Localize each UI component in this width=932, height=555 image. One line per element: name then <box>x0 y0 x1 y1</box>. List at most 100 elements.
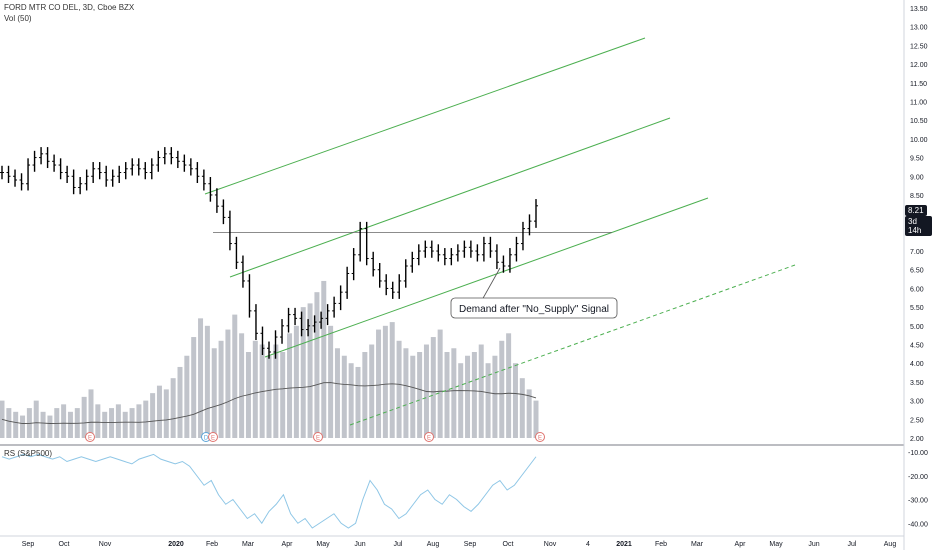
earnings-marker-letter: E <box>88 436 92 442</box>
volume-bar <box>512 363 518 438</box>
volume-bar <box>13 411 19 438</box>
volume-label[interactable]: Vol (50) <box>4 14 32 23</box>
volume-bar <box>403 348 409 438</box>
volume-bar <box>348 363 354 438</box>
price-tick-label: 3.50 <box>910 380 924 387</box>
volume-bar <box>20 415 26 438</box>
volume-ma-path <box>1 382 537 424</box>
volume-bar <box>328 325 334 438</box>
volume-bar <box>307 303 313 438</box>
volume-bar <box>430 337 436 438</box>
price-tick-label: 10.50 <box>910 118 928 125</box>
time-tick-label: 2021 <box>616 541 632 548</box>
volume-bar <box>444 352 450 438</box>
volume-bar <box>218 340 224 438</box>
rs-tick-label: -30.00 <box>908 498 928 505</box>
volume-bar <box>355 366 361 438</box>
volume-bar <box>437 329 443 438</box>
rs-tick-label: -10.00 <box>908 450 928 457</box>
rs-tick-label: -20.00 <box>908 474 928 481</box>
time-tick-label: Oct <box>503 541 514 548</box>
channel-line[interactable] <box>204 37 646 195</box>
volume-bar <box>485 363 491 438</box>
volume-bar <box>287 333 293 438</box>
rs-path <box>1 453 537 529</box>
price-tick-label: 13.50 <box>910 6 928 13</box>
time-tick-label: 4 <box>586 541 590 548</box>
volume-bar <box>40 411 46 438</box>
price-bars <box>0 147 538 359</box>
volume-bar <box>280 352 286 438</box>
price-tick-label: 11.00 <box>910 99 927 106</box>
volume-bar <box>458 363 464 438</box>
time-tick-label: Jun <box>354 541 365 548</box>
price-tick-label: 13.00 <box>910 25 928 32</box>
annotation-box[interactable] <box>450 297 618 319</box>
price-axis[interactable]: 13.50 13.00 12.50 12.00 11.50 11.00 10.50 10.00… <box>910 6 928 443</box>
volume-ma-line <box>1 382 537 424</box>
volume-bar <box>136 404 142 438</box>
price-tick-label: 2.50 <box>910 417 924 424</box>
volume-bar <box>61 404 67 438</box>
volume-bar <box>526 389 532 438</box>
symbol-title[interactable]: FORD MTR CO DEL, 3D, Cboe BZX <box>4 3 135 12</box>
volume-bar <box>362 352 368 438</box>
volume-bar <box>396 340 402 438</box>
earnings-marker-letter: E <box>211 436 215 442</box>
volume-bar <box>177 366 183 438</box>
time-tick-label: Mar <box>691 541 704 548</box>
volume-bar <box>102 411 108 438</box>
price-tick-label: 9.00 <box>910 174 924 181</box>
earnings-marker[interactable] <box>208 432 218 442</box>
rs-tick-label: -40.00 <box>908 521 928 528</box>
volume-bar <box>184 355 190 438</box>
earnings-marker[interactable] <box>313 432 323 442</box>
price-tick-label: 12.00 <box>910 62 928 69</box>
volume-bar <box>33 400 39 438</box>
volume-bar <box>533 400 539 438</box>
volume-bar <box>341 355 347 438</box>
indicator-label[interactable]: RS (S&P500) <box>4 449 53 458</box>
earnings-marker-letter: E <box>427 436 431 442</box>
price-tick-label: 9.50 <box>910 156 924 163</box>
earnings-marker-letter: E <box>316 436 320 442</box>
price-tick-label: 12.50 <box>910 43 928 50</box>
volume-bar <box>519 378 525 438</box>
volume-bar <box>67 411 73 438</box>
last-price-tag: 8.21 <box>905 205 927 216</box>
time-tick-label: Jul <box>394 541 403 548</box>
volume-bar <box>410 355 416 438</box>
time-axis[interactable]: Sep Oct Nov 2020 Feb Mar Apr May Jun Jul Aug Sep Oct… <box>22 541 897 548</box>
volume-bar <box>266 355 272 438</box>
time-tick-label: Apr <box>282 541 294 548</box>
channel-line[interactable] <box>229 117 671 278</box>
time-tick-label: 2020 <box>168 541 184 548</box>
time-tick-label: May <box>316 541 330 548</box>
volume-bar <box>499 340 505 438</box>
time-tick-label: Jun <box>808 541 819 548</box>
volume-bar <box>47 415 53 438</box>
earnings-marker[interactable] <box>535 432 545 442</box>
channel-line[interactable] <box>264 197 709 358</box>
volume-bar <box>300 307 306 438</box>
annotation-pointer <box>481 267 501 301</box>
channel-line[interactable] <box>349 264 796 426</box>
volume-bar <box>6 408 12 438</box>
volume-bar <box>170 378 176 438</box>
earnings-marker[interactable] <box>85 432 95 442</box>
volume-bar <box>417 352 423 438</box>
earnings-marker[interactable] <box>424 432 434 442</box>
channel-lines[interactable] <box>204 37 796 426</box>
time-tick-label: Sep <box>464 541 477 548</box>
volume-bar <box>211 348 217 438</box>
volume-bar <box>492 355 498 438</box>
volume-bar <box>389 322 395 438</box>
price-tick-label: 5.50 <box>910 305 924 312</box>
volume-bar <box>156 385 162 438</box>
volume-bar <box>191 337 197 438</box>
rs-axis[interactable]: -10.00 -20.00 -30.00 -40.00 <box>908 450 928 528</box>
